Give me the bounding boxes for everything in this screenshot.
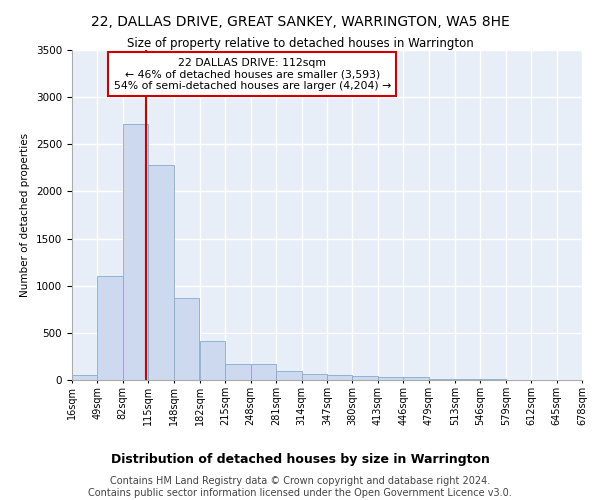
Bar <box>276 371 302 380</box>
Bar <box>200 341 226 380</box>
Bar <box>302 374 327 380</box>
Bar <box>72 375 97 380</box>
Bar <box>378 377 403 380</box>
Bar <box>226 364 251 380</box>
Bar <box>352 376 378 380</box>
Bar <box>97 276 123 380</box>
Bar <box>123 124 148 380</box>
Text: Size of property relative to detached houses in Warrington: Size of property relative to detached ho… <box>127 38 473 51</box>
Bar <box>403 378 428 380</box>
Text: Contains HM Land Registry data © Crown copyright and database right 2024.
Contai: Contains HM Land Registry data © Crown c… <box>88 476 512 498</box>
Bar <box>251 364 276 380</box>
Bar <box>327 375 352 380</box>
Text: 22, DALLAS DRIVE, GREAT SANKEY, WARRINGTON, WA5 8HE: 22, DALLAS DRIVE, GREAT SANKEY, WARRINGT… <box>91 15 509 29</box>
Bar <box>173 298 199 380</box>
Text: 22 DALLAS DRIVE: 112sqm
← 46% of detached houses are smaller (3,593)
54% of semi: 22 DALLAS DRIVE: 112sqm ← 46% of detache… <box>113 58 391 90</box>
Bar <box>428 378 454 380</box>
Text: Distribution of detached houses by size in Warrington: Distribution of detached houses by size … <box>110 452 490 466</box>
Y-axis label: Number of detached properties: Number of detached properties <box>20 133 31 297</box>
Bar <box>148 165 173 380</box>
Bar <box>455 379 481 380</box>
Bar <box>481 379 506 380</box>
